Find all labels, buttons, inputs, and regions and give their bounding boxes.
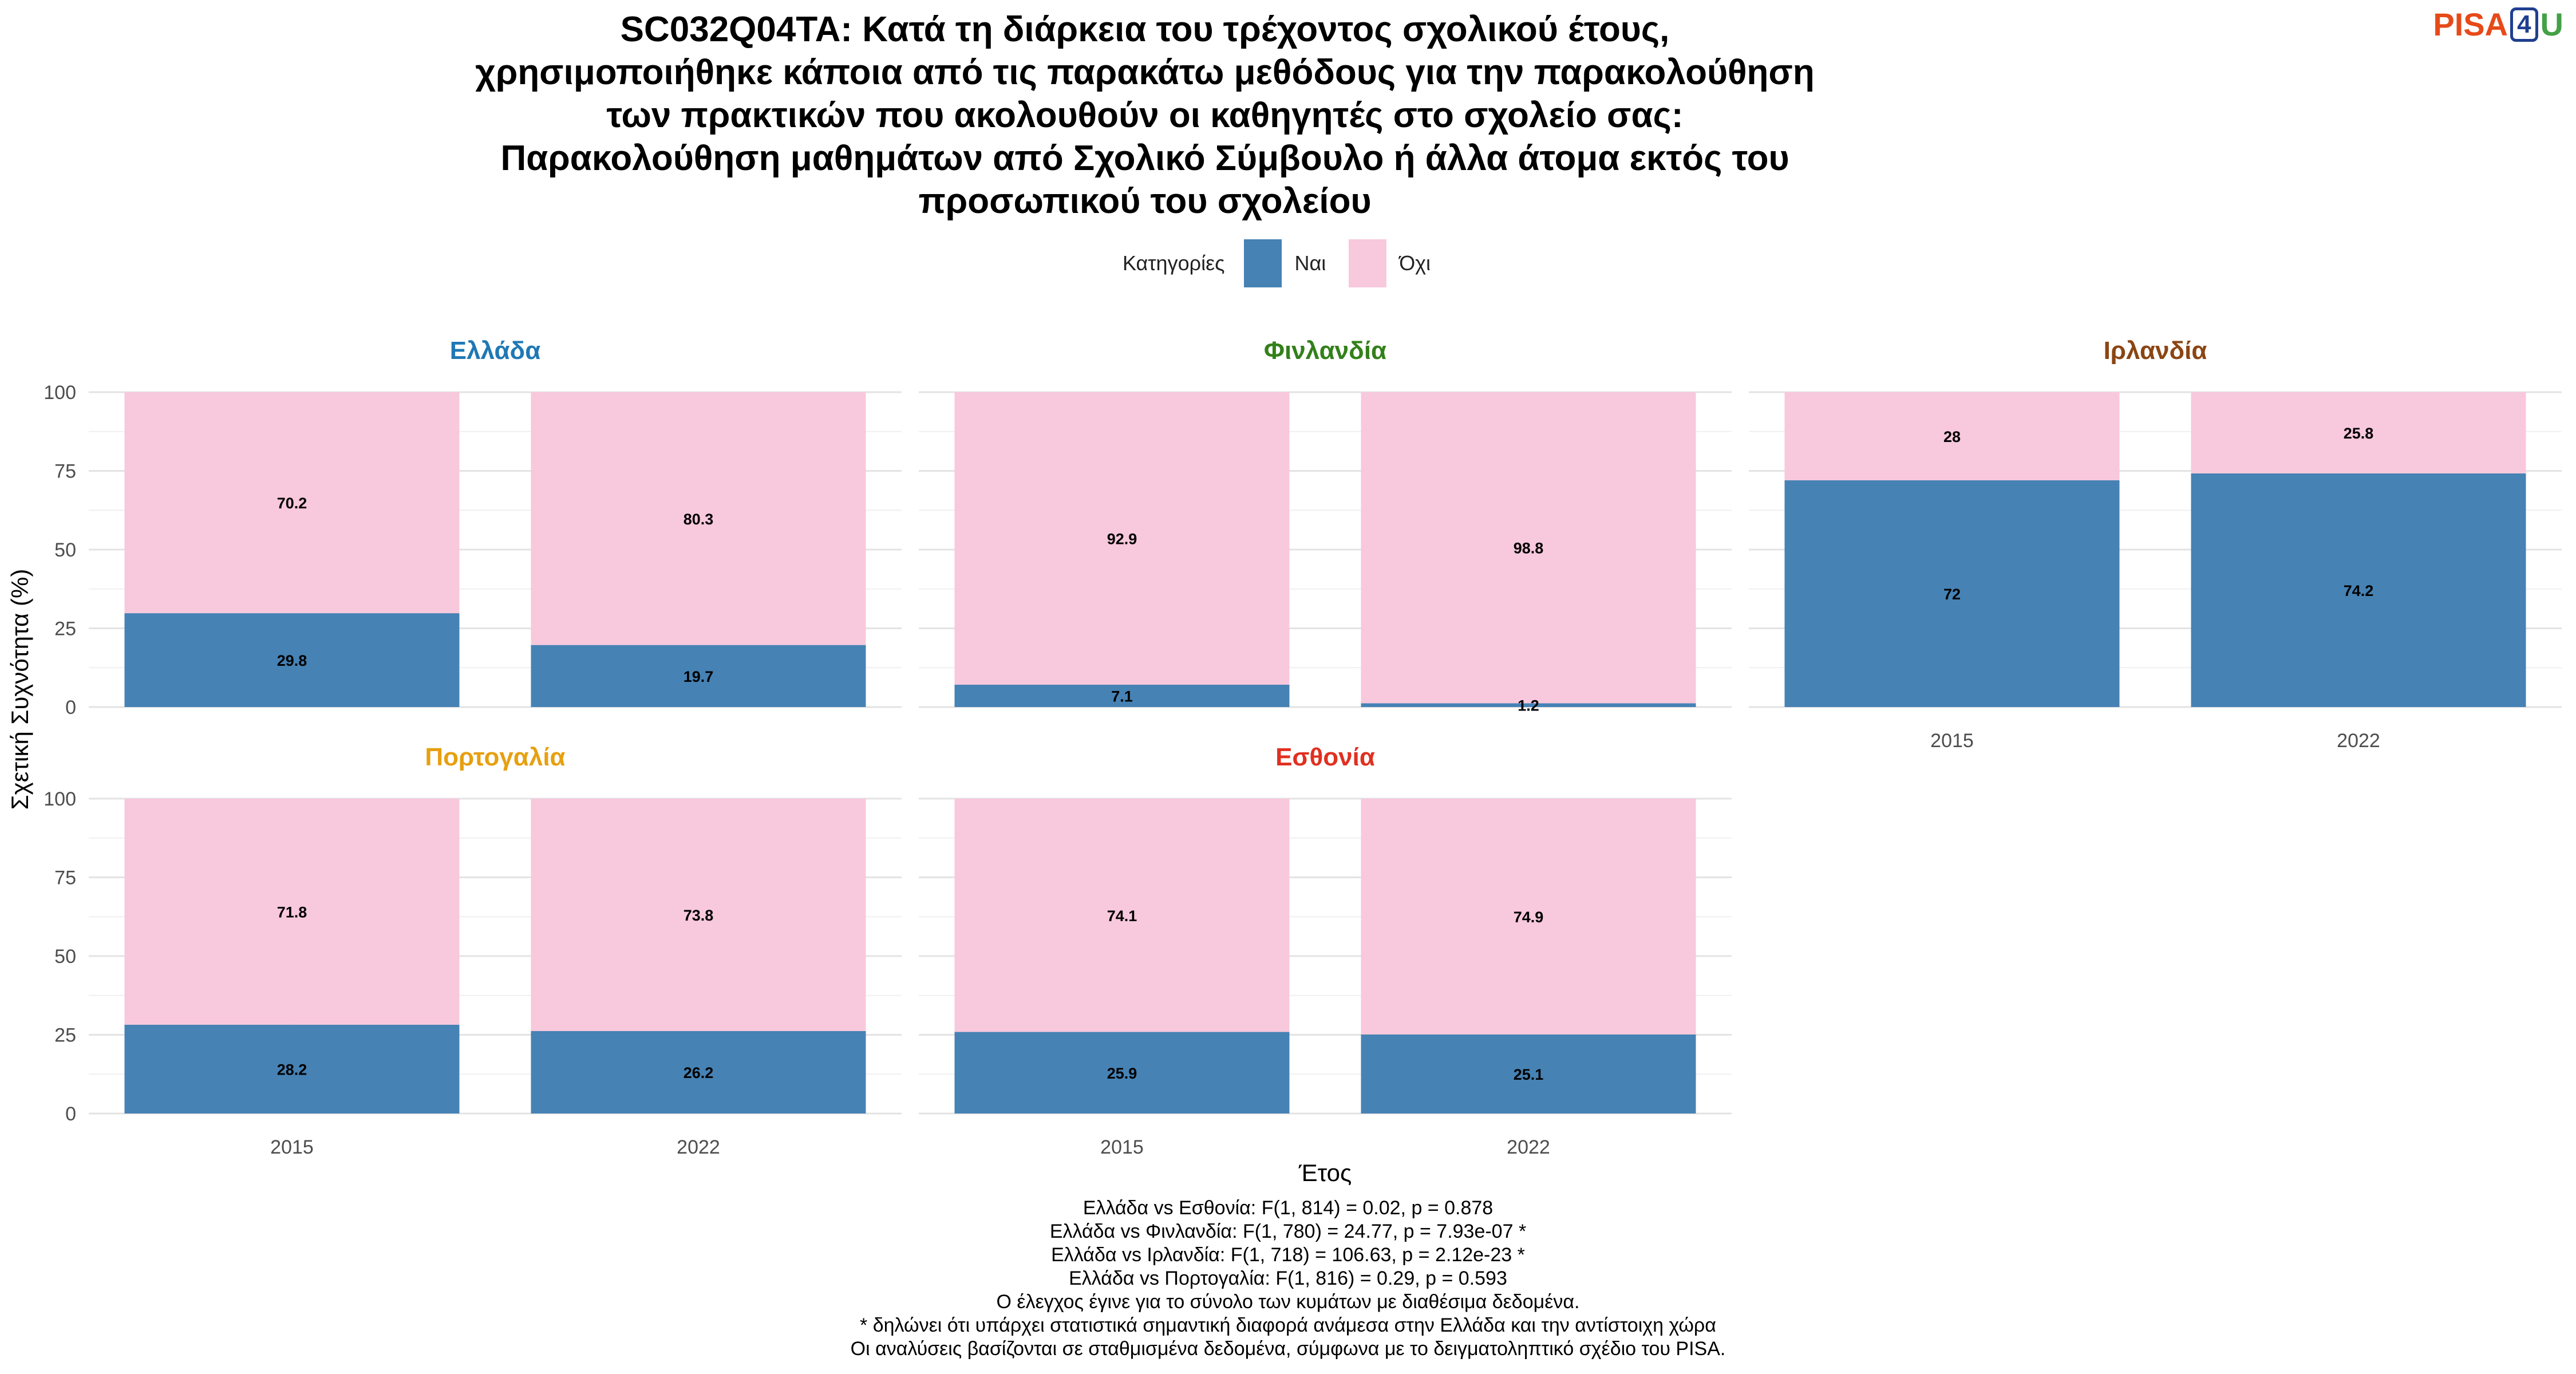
data-label: 1.2: [1518, 697, 1539, 714]
bar-segment: [2191, 473, 2526, 707]
x-axis-title: Έτος: [1298, 1159, 1352, 1186]
logo-text-four: 4: [2510, 7, 2538, 42]
bar-segment: [954, 1032, 1290, 1114]
y-tick-label: 0: [65, 697, 76, 718]
bar-segment: [2191, 392, 2526, 473]
data-label: 29.8: [277, 652, 307, 669]
y-tick-label: 100: [44, 788, 76, 810]
footnote-line: Οι αναλύσεις βασίζονται σε σταθμισμένα δ…: [850, 1338, 1726, 1360]
data-label: 74.2: [2344, 582, 2374, 599]
data-label: 74.9: [1514, 909, 1544, 926]
legend-title: Κατηγορίες: [1122, 251, 1225, 275]
y-axis-title: Σχετική Συχνότητα (%): [6, 568, 33, 810]
footnote-line: Ελλάδα vs Εσθονία: F(1, 814) = 0.02, p =…: [1082, 1197, 1494, 1219]
bar-segment: [124, 392, 460, 614]
data-label: 73.8: [683, 907, 714, 924]
footnote-line: Ελλάδα vs Ιρλανδία: F(1, 718) = 106.63, …: [1051, 1244, 1525, 1266]
data-label: 25.9: [1107, 1065, 1137, 1082]
title-line: προσωπικού του σχολείου: [918, 181, 1372, 221]
legend-label-no: Όχι: [1399, 251, 1431, 275]
footnote-line: Ο έλεγχος έγινε για το σύνολο των κυμάτω…: [996, 1291, 1580, 1313]
pisa4u-logo: PISA 4 U: [2433, 6, 2563, 43]
chart-legend: Κατηγορίες Ναι Όχι: [0, 239, 2576, 287]
title-line: Παρακολούθηση μαθημάτων από Σχολικό Σύμβ…: [500, 139, 1789, 178]
data-label: 19.7: [683, 668, 714, 685]
bar-segment: [124, 613, 460, 707]
x-tick-label: 2015: [270, 1136, 314, 1158]
bar-segment: [531, 645, 866, 707]
data-label: 28.2: [277, 1061, 307, 1078]
bar-segment: [1361, 1034, 1696, 1114]
y-tick-label: 50: [54, 539, 76, 561]
chart-footnotes: Ελλάδα vs Εσθονία: F(1, 814) = 0.02, p =…: [0, 1197, 2576, 1361]
facet-title: Ελλάδα: [450, 337, 541, 365]
facet-title: Φινλανδία: [1264, 337, 1386, 365]
title-line: SC032Q04TA: Κατά τη διάρκεια του τρέχοντ…: [620, 10, 1670, 49]
x-tick-label: 2015: [1100, 1136, 1144, 1158]
bar-segment: [954, 684, 1290, 707]
x-tick-label: 2022: [2337, 730, 2380, 752]
bar-segment: [1784, 392, 2120, 480]
data-label: 25.1: [1514, 1066, 1544, 1083]
legend-swatch-yes: [1244, 239, 1282, 287]
chart-title: SC032Q04TA: Κατά τη διάρκεια του τρέχοντ…: [286, 8, 2004, 223]
bar-segment: [124, 799, 460, 1025]
logo-text-pisa: PISA: [2433, 6, 2508, 42]
data-label: 92.9: [1107, 530, 1137, 547]
footnote-line: * δηλώνει ότι υπάρχει στατιστικά σημαντι…: [860, 1314, 1716, 1336]
x-tick-label: 2022: [677, 1136, 720, 1158]
bar-segment: [531, 799, 866, 1031]
bar-segment: [531, 1030, 866, 1114]
data-label: 7.1: [1111, 688, 1133, 705]
facet-title: Πορτογαλία: [425, 743, 565, 771]
data-label: 70.2: [277, 495, 307, 512]
data-label: 98.8: [1514, 540, 1544, 557]
bar-segment: [1784, 480, 2120, 707]
footnote-line: Ελλάδα vs Πορτογαλία: F(1, 816) = 0.29, …: [1069, 1268, 1507, 1289]
data-label: 26.2: [683, 1064, 714, 1081]
y-tick-label: 100: [44, 382, 76, 404]
legend-swatch-no: [1349, 239, 1387, 287]
y-tick-label: 0: [65, 1103, 76, 1125]
y-tick-label: 75: [54, 461, 76, 483]
bar-segment: [1361, 392, 1696, 704]
bar-segment: [1361, 799, 1696, 1035]
data-label: 80.3: [683, 511, 714, 528]
data-label: 71.8: [277, 903, 307, 921]
data-label: 28: [1943, 428, 1961, 445]
footnote-line: Ελλάδα vs Φινλανδία: F(1, 780) = 24.77, …: [1049, 1221, 1527, 1242]
bar-segment: [954, 799, 1290, 1032]
data-label: 25.8: [2344, 425, 2374, 442]
bar-segment: [954, 392, 1290, 685]
title-line: των πρακτικών που ακολουθούν οι καθηγητέ…: [606, 96, 1684, 135]
legend-label-yes: Ναι: [1294, 251, 1326, 275]
data-label: 74.1: [1107, 907, 1137, 925]
data-label: 72: [1943, 586, 1961, 603]
title-line: χρησιμοποιήθηκε κάποια από τις παρακάτω …: [475, 53, 1815, 92]
bar-segment: [124, 1024, 460, 1114]
bar-segment: [1361, 703, 1696, 707]
facet-title: Ιρλανδία: [2104, 337, 2207, 365]
y-tick-label: 75: [54, 867, 76, 889]
x-tick-label: 2022: [1507, 1136, 1550, 1158]
facet-title: Εσθονία: [1275, 743, 1375, 771]
y-tick-label: 50: [54, 946, 76, 968]
logo-text-u: U: [2540, 6, 2563, 42]
y-tick-label: 25: [54, 618, 76, 640]
x-tick-label: 2015: [1930, 730, 1974, 752]
y-tick-label: 25: [54, 1025, 76, 1047]
bar-segment: [531, 392, 866, 645]
